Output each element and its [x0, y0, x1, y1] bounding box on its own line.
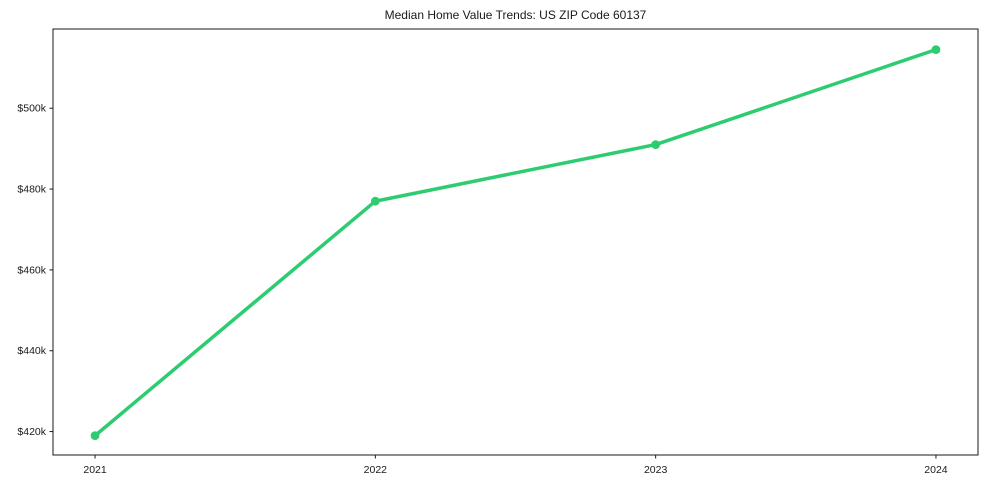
x-tick-label: 2021	[83, 464, 107, 476]
plot-border	[52, 28, 979, 456]
data-point-marker	[90, 431, 100, 440]
y-tick-label: $440k	[17, 345, 46, 357]
data-point-marker	[651, 140, 661, 149]
y-tick-label: $420k	[17, 426, 46, 438]
x-tick-label: 2023	[644, 464, 668, 476]
trend-line	[93, 47, 938, 438]
y-tick-label: $500k	[17, 103, 46, 115]
x-tick-label: 2024	[924, 464, 948, 476]
chart-title: Median Home Value Trends: US ZIP Code 60…	[384, 8, 647, 22]
data-point-marker	[370, 196, 380, 206]
y-tick-label: $480k	[17, 184, 46, 196]
data-point-marker	[931, 45, 941, 55]
x-tick-label: 2022	[364, 464, 388, 476]
y-tick-label: $460k	[17, 264, 46, 276]
